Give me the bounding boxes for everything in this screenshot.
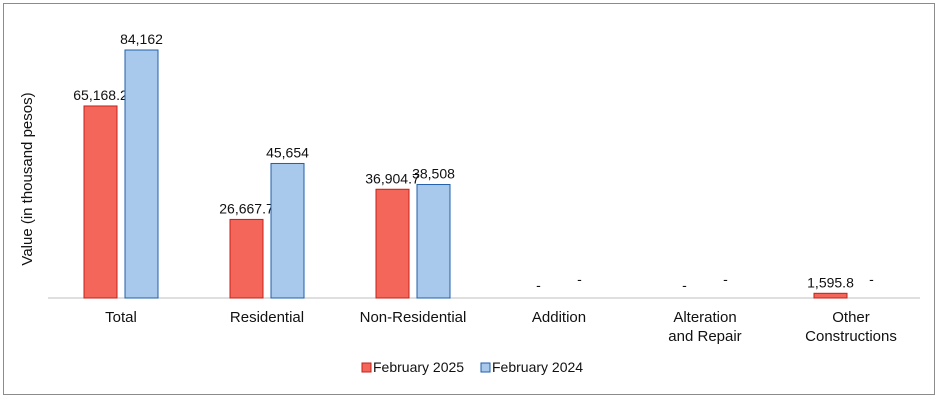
y-axis-title: Value (in thousand pesos) bbox=[19, 92, 36, 265]
data-label: - bbox=[869, 271, 874, 287]
data-label: 84,162 bbox=[120, 31, 163, 47]
bar-feb-2024-0 bbox=[124, 49, 159, 299]
x-tick-label: Alteration bbox=[673, 309, 736, 326]
x-tick-label: Residential bbox=[230, 309, 304, 326]
data-label: 38,508 bbox=[412, 166, 455, 182]
bar-feb-2025-1 bbox=[229, 218, 264, 299]
x-tick-label: and Repair bbox=[668, 328, 741, 345]
data-label: 65,168.2 bbox=[73, 87, 128, 103]
data-label: - bbox=[577, 271, 582, 287]
bar-feb-2024-1 bbox=[270, 162, 305, 299]
data-label: - bbox=[536, 277, 541, 293]
data-label: - bbox=[723, 271, 728, 287]
x-tick-label: Total bbox=[105, 309, 137, 326]
legend-swatch bbox=[480, 362, 491, 373]
x-tick-label: Constructions bbox=[805, 328, 897, 345]
bar-feb-2025-5 bbox=[813, 292, 848, 299]
data-label: - bbox=[682, 277, 687, 293]
x-tick-label: Non-Residential bbox=[360, 309, 467, 326]
x-tick-label: Addition bbox=[532, 309, 586, 326]
legend-swatch bbox=[361, 362, 372, 373]
legend-label: February 2025 bbox=[373, 359, 464, 375]
data-label: 1,595.8 bbox=[807, 274, 854, 290]
bar-feb-2025-0 bbox=[83, 105, 118, 299]
x-tick-label: Other bbox=[832, 309, 870, 326]
data-label: 45,654 bbox=[266, 144, 309, 160]
legend-label: February 2024 bbox=[492, 359, 583, 375]
bar-feb-2024-2 bbox=[416, 184, 451, 299]
data-label: 26,667.7 bbox=[219, 200, 274, 216]
data-label: 36,904.7 bbox=[365, 170, 420, 186]
bar-feb-2025-2 bbox=[375, 188, 410, 299]
